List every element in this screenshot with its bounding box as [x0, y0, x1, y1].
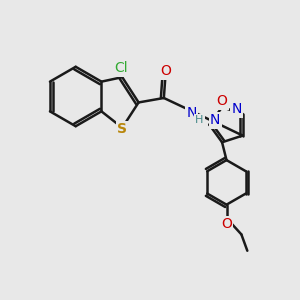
Text: O: O: [221, 217, 232, 231]
Text: Cl: Cl: [114, 61, 128, 75]
Text: N: N: [232, 102, 242, 116]
Text: O: O: [217, 94, 227, 108]
Text: N: N: [186, 106, 197, 120]
Text: O: O: [160, 64, 171, 78]
Text: S: S: [117, 122, 127, 136]
Text: H: H: [195, 115, 204, 125]
Text: N: N: [210, 113, 220, 127]
